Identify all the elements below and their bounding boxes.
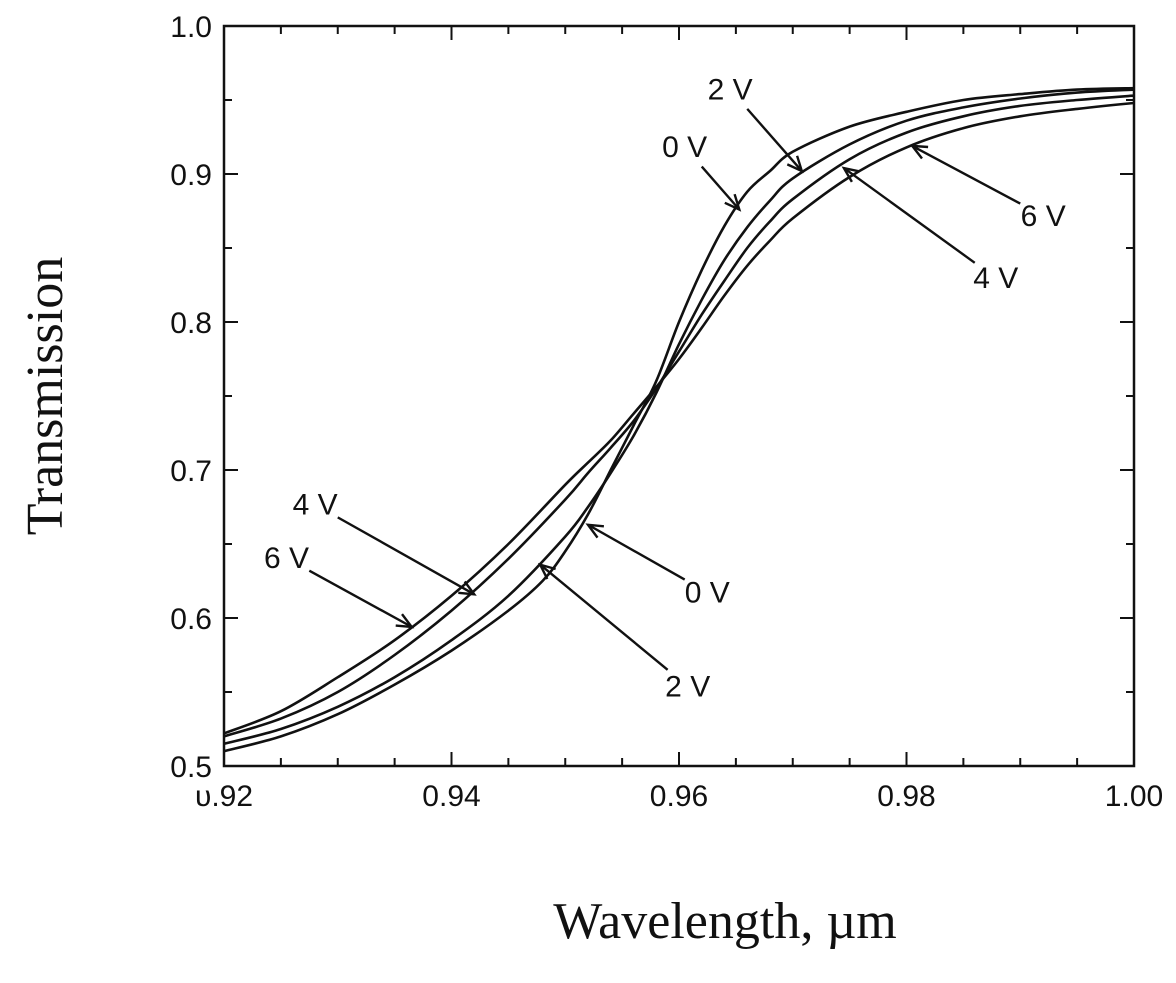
annotation-arrowhead [585,523,605,539]
x-tick-label: 0.98 [877,780,935,813]
axis-ticks: υ.92 0.94 0.96 0.98 1.00 0.5 0.6 0.7 0.8 0.9 1.0 [170,11,1163,813]
series-line-6v [223,101,1135,735]
y-tick-label: 1.0 [170,11,212,44]
annotation-arrow [308,569,413,628]
y-tick-label: 0.7 [170,455,212,488]
x-tick-label: 0.94 [422,780,480,813]
annotation-arrowhead [537,562,556,580]
y-tick-label: 0.9 [170,159,212,192]
annotation-arrow [587,523,686,581]
annotation-label: 0 V [685,576,730,609]
annotation-arrow [539,563,669,671]
series-line-2v [223,88,1135,746]
x-axis-title: Wavelength, µm [553,893,896,950]
annotation-label: 2 V [708,73,753,106]
annotation-arrow [843,167,976,264]
x-tick-label: υ.92 [195,780,253,813]
annotation-arrowhead [458,580,477,596]
y-tick-label: 0.8 [170,307,212,340]
series-layer [223,86,1135,753]
annotation-arrowhead [395,613,415,629]
annotation-arrowhead [786,155,804,174]
y-axis-title: Transmission [17,257,74,535]
annotation-arrow [700,165,741,211]
y-tick-label: 0.6 [170,603,212,636]
series-line-4v [223,94,1135,738]
annotation-label: 6 V [264,542,309,575]
annotation-arrowhead [724,193,742,212]
annotation-label: 6 V [1021,200,1066,233]
series-line-0v [223,86,1135,753]
x-tick-label: 1.00 [1105,780,1163,813]
y-tick-label: 0.5 [170,751,212,784]
annotation-arrowhead [909,144,929,160]
annotation-arrow [337,516,475,596]
annotation-arrowhead [841,166,860,183]
x-tick-label: 0.96 [650,780,708,813]
annotation-arrow [746,108,803,172]
annotation-label: 0 V [662,131,707,164]
annotation-arrow [911,144,1021,205]
annotation-label: 4 V [293,489,338,522]
annotation-layer: 2 V0 V4 V6 V4 V6 V0 V2 V [264,73,1066,703]
annotation-label: 2 V [665,670,710,703]
annotation-label: 4 V [973,262,1018,295]
